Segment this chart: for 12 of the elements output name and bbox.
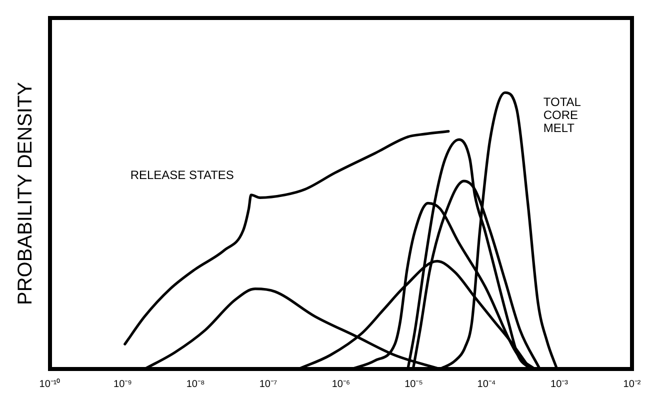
x-tick-label: 10⁻³ (550, 378, 569, 390)
x-tick-label: 10⁻⁹ (114, 378, 132, 390)
annotation: RELEASE STATES (130, 168, 234, 182)
x-tick-label: 10⁻⁷ (259, 378, 278, 390)
x-tick-label: 10⁻² (623, 378, 642, 390)
x-tick-label: 10⁻⁵ (404, 378, 423, 390)
x-tick-label: 10⁻⁴ (477, 378, 496, 390)
annotation: TOTAL CORE MELT (543, 95, 582, 136)
x-tick-label: 10⁻¹⁰ (39, 378, 61, 390)
x-tick-label: 10⁻⁶ (332, 378, 350, 390)
y-axis-title: PROBABILITY DENSITY (14, 82, 37, 306)
x-tick-label: 10⁻⁸ (186, 378, 205, 390)
